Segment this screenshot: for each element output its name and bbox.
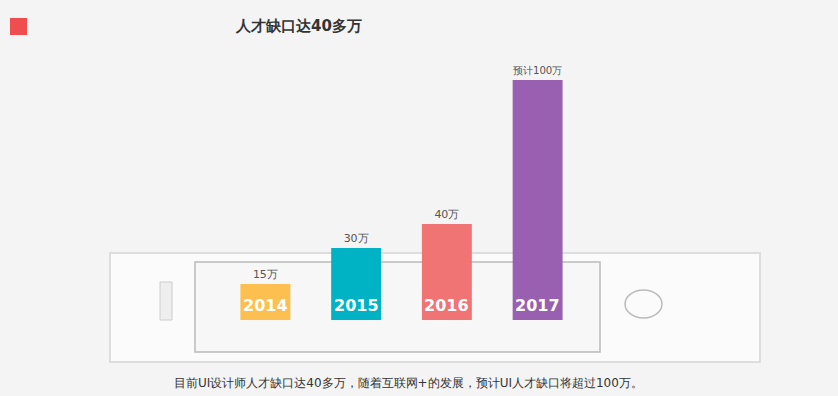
svg-text:人才缺口达40多万: 人才缺口达40多万 <box>235 17 362 35</box>
svg-text:40万: 40万 <box>434 208 459 221</box>
svg-text:2015: 2015 <box>334 296 379 315</box>
svg-text:目前UI设计师人才缺口达40多万，随着互联网+的发展，预计U: 目前UI设计师人才缺口达40多万，随着互联网+的发展，预计UI人才缺口将超过10… <box>174 376 643 390</box>
svg-text:预计100万: 预计100万 <box>513 65 562 76</box>
svg-text:2017: 2017 <box>515 296 560 315</box>
svg-text:15万: 15万 <box>253 268 278 281</box>
svg-text:2014: 2014 <box>243 296 288 315</box>
svg-text:30万: 30万 <box>344 232 369 245</box>
svg-text:2016: 2016 <box>424 296 469 315</box>
